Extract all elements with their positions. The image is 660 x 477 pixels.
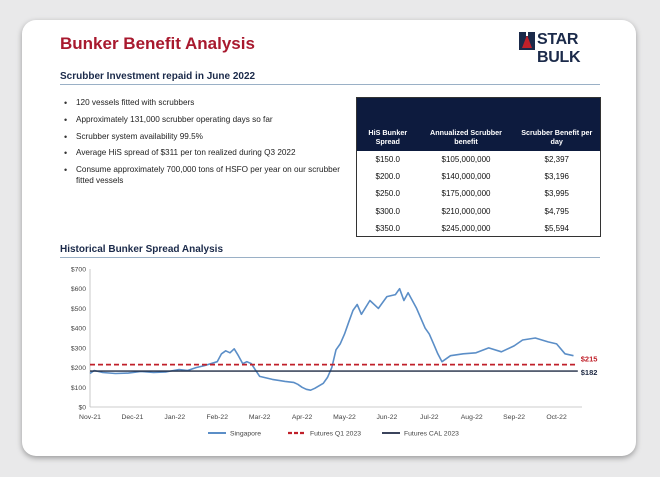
y-tick-label: $600 (71, 286, 86, 293)
table-row: $150.0 $105,000,000 $2,397 (357, 151, 601, 168)
x-tick-label: Dec-21 (121, 414, 143, 421)
table-header: HiS Bunker Spread (356, 97, 419, 151)
legend-label: Singapore (230, 431, 261, 438)
slide: Bunker Benefit Analysis STAR BULK Scrubb… (22, 20, 636, 456)
bullet-item: Approximately 131,000 scrubber operating… (62, 115, 352, 126)
table-cell: $105,000,000 (441, 154, 491, 164)
series-line-singapore (89, 287, 574, 392)
table-cell: $5,594 (544, 223, 569, 233)
table-cell: $2,397 (544, 154, 569, 164)
investment-heading: Scrubber Investment repaid in June 2022 (60, 71, 256, 82)
table-cell: $3,196 (544, 171, 569, 181)
logo-text: STAR BULK (537, 31, 581, 66)
x-tick-label: Apr-22 (292, 414, 313, 421)
table-cell: $210,000,000 (441, 206, 491, 216)
x-tick-label: Feb-22 (206, 414, 228, 421)
table-header: Annualized Scrubber benefit (418, 97, 514, 151)
investment-bullets: 120 vessels fitted with scrubbers Approx… (62, 98, 352, 192)
bullet-item: Scrubber system availability 99.5% (62, 132, 352, 143)
table-cell: $140,000,000 (441, 171, 491, 181)
scrubber-benefit-table: HiS Bunker Spread Annualized Scrubber be… (356, 97, 601, 238)
x-tick-label: Aug-22 (461, 414, 483, 421)
table-cell: $175,000,000 (441, 189, 491, 199)
table-header: Scrubber Benefit per day (513, 97, 601, 151)
annotation-q1-value: $215 (581, 355, 598, 364)
table-cell: $200.0 (375, 171, 400, 181)
x-tick-label: Mar-22 (249, 414, 271, 421)
table-cell: $350.0 (375, 223, 400, 233)
table-cell: $150.0 (375, 154, 400, 164)
x-tick-label: Jul-22 (420, 414, 439, 421)
table-cell: $3,995 (544, 189, 569, 199)
y-tick-label: $500 (71, 306, 86, 313)
table-cell: $4,795 (544, 206, 569, 216)
history-heading: Historical Bunker Spread Analysis (60, 244, 224, 255)
bunker-spread-chart: $0 $100 $200 $300 $400 $500 $600 $700 Nov-21 Dec-… (71, 267, 598, 438)
star-bulk-logo: STAR BULK (519, 30, 601, 66)
y-tick-label: $400 (71, 326, 86, 333)
y-tick-label: $700 (71, 267, 86, 274)
table-row: $250.0 $175,000,000 $3,995 (357, 185, 601, 202)
x-tick-label: Nov-21 (79, 414, 101, 421)
x-tick-label: May-22 (333, 414, 356, 421)
x-tick-label: Jan-22 (164, 414, 185, 421)
table-row: $200.0 $140,000,000 $3,196 (357, 168, 601, 185)
y-tick-label: $200 (71, 365, 86, 372)
x-tick-label: Oct-22 (546, 414, 567, 421)
x-tick-label: Sep-22 (503, 414, 525, 421)
investment-divider (60, 84, 600, 85)
table-row: $300.0 $210,000,000 $4,795 (357, 202, 601, 219)
legend-label: Futures Q1 2023 (310, 431, 361, 438)
table-header-row: HiS Bunker Spread Annualized Scrubber be… (356, 97, 601, 151)
legend-label: Futures CAL 2023 (404, 431, 459, 438)
y-tick-label: $300 (71, 345, 86, 352)
y-tick-label: $0 (78, 405, 86, 412)
table-cell: $250.0 (375, 189, 400, 199)
bullet-item: Average HiS spread of $311 per ton reali… (62, 148, 352, 159)
page-title: Bunker Benefit Analysis (60, 34, 255, 53)
table-cell: $245,000,000 (441, 223, 491, 233)
bullet-item: Consume approximately 700,000 tons of HS… (62, 165, 352, 186)
annotation-cal-value: $182 (581, 368, 598, 377)
table-row: $350.0 $245,000,000 $5,594 (357, 220, 601, 237)
y-tick-label: $100 (71, 385, 86, 392)
table-cell: $300.0 (375, 206, 400, 216)
logo-mark-icon (519, 32, 535, 50)
bullet-item: 120 vessels fitted with scrubbers (62, 98, 352, 109)
history-divider (60, 257, 600, 258)
x-tick-label: Jun-22 (376, 414, 397, 421)
